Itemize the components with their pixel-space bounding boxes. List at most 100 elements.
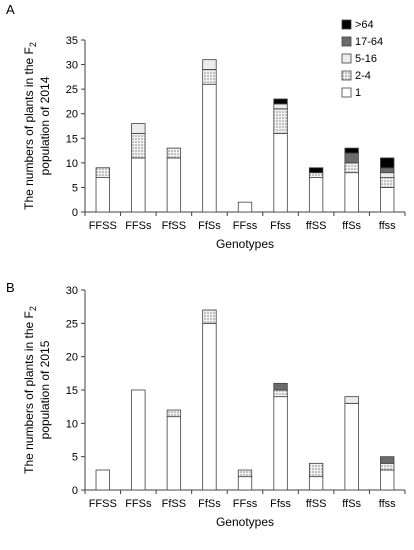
bar-segment-ffss-s0	[380, 187, 395, 213]
x-tick-label: FFSs	[125, 220, 152, 232]
x-tick-label: FFSs	[125, 498, 152, 510]
x-tick-label: FfSS	[162, 498, 186, 510]
legend-label-1: 17-64	[355, 36, 383, 48]
bar-segment-ffss-s1	[308, 172, 324, 179]
chart-panel-b: 0 5 10 15 20 25 30 FFSS FFSs FfSS FfSs FFss Ffss ffSS…	[22, 285, 406, 529]
x-tick-label: FFSS	[89, 498, 117, 510]
bar-segment-ffss-s0	[344, 172, 359, 213]
y-tick-label: 10	[66, 418, 78, 430]
bar-segment-ffss-s1	[95, 167, 110, 178]
bar-segment-ffss-s1	[380, 462, 395, 471]
bar-segment-ffss-s0	[344, 402, 359, 491]
legend-label-2: 5-16	[355, 53, 377, 65]
y-axis-title-line1: The numbers of plants in the F	[22, 47, 36, 210]
y-tick-label: 20	[66, 352, 78, 364]
bar-segment-ffss-s1	[237, 469, 253, 478]
bar-segment-ffss-s1	[308, 462, 324, 478]
legend-swatch-1	[341, 36, 352, 47]
bar-segment-ffss-s1	[380, 177, 395, 188]
y-tick-label: 25	[66, 318, 78, 330]
bar-segment-ffss-s3	[344, 152, 359, 164]
bar-segment-ffss-s2	[380, 172, 395, 179]
legend-swatch-4	[341, 87, 352, 98]
x-tick-label: ffSs	[342, 498, 361, 510]
x-tick-label: FfSS	[162, 220, 186, 232]
bar-segment-ffss-s3	[380, 167, 395, 174]
x-tick-label: ffSS	[306, 220, 327, 232]
bar-segment-ffss-s1	[202, 309, 217, 324]
bar-segment-ffss-s0	[273, 132, 288, 213]
panel-label-a: A	[6, 2, 15, 17]
chart-panel-a: 0 5 10 15 20 25 30 35 FFSS FFSs FfSS FfSs FFss Ffss ff…	[22, 35, 406, 251]
bar-segment-ffss-s0	[166, 416, 182, 491]
y-tick-label: 5	[72, 452, 78, 464]
legend-label-0: >64	[355, 19, 374, 31]
bar-segment-ffss-s1	[273, 389, 288, 398]
y-tick-label: 25	[66, 84, 78, 96]
bar-segment-ffss-s2	[273, 103, 288, 110]
y-tick-label: 0	[72, 485, 78, 497]
bar-segment-ffss-s1	[344, 162, 359, 174]
x-tick-label: ffSs	[342, 220, 361, 232]
y-tick-label: 15	[66, 385, 78, 397]
y-tick-label: 30	[66, 60, 78, 72]
bar-segment-ffss-s1	[202, 69, 217, 85]
legend-swatch-2	[341, 53, 352, 64]
bar-segment-ffss-s2	[202, 59, 217, 70]
bar-segment-ffss-s0	[273, 396, 288, 491]
x-tick-label: ffss	[379, 220, 396, 232]
bar-segment-ffss-s0	[131, 157, 146, 213]
y-tick-label: 5	[72, 182, 78, 194]
y-axis-title-line2: population of 2014	[38, 76, 52, 175]
y-axis-title-subscript: 2	[28, 306, 38, 311]
x-tick-label: ffss	[379, 498, 396, 510]
legend-swatch-0	[341, 19, 352, 30]
bar-segment-ffss-s0	[131, 389, 146, 491]
legend-label-3: 2-4	[355, 70, 371, 82]
x-tick-label: FFSS	[89, 220, 117, 232]
bar-segment-ffss-s3	[380, 456, 395, 464]
bar-segment-ffss-s1	[166, 409, 182, 418]
panel-label-b: B	[6, 280, 15, 295]
y-axis-title-subscript: 2	[28, 42, 38, 47]
legend-swatch-3	[341, 70, 352, 81]
x-tick-label: FFss	[233, 220, 258, 232]
y-tick-label: 10	[66, 158, 78, 170]
x-axis-title: Genotypes	[216, 515, 274, 529]
bar-segment-ffss-s0	[308, 177, 324, 213]
y-tick-label: 30	[66, 285, 78, 297]
x-tick-label: FFss	[233, 498, 258, 510]
bar-segment-ffss-s0	[95, 177, 110, 213]
bar-segment-ffss-s0	[380, 469, 395, 491]
bar-segment-ffss-s1	[131, 132, 146, 159]
legend-label-4: 1	[355, 87, 361, 99]
bar-segment-ffss-s0	[308, 476, 324, 491]
legend: >64 17-64 5-16 2-4 1	[341, 19, 383, 99]
bar-segment-ffss-s2	[344, 396, 359, 404]
bar-segment-ffss-s4	[380, 157, 395, 169]
bar-segment-ffss-s0	[202, 322, 217, 491]
bar-segment-ffss-s0	[237, 201, 253, 213]
x-tick-label: ffSS	[306, 498, 327, 510]
x-tick-label: FfSs	[198, 498, 221, 510]
y-axis-title: The numbers of plants in the F2 populatio…	[22, 306, 52, 474]
y-axis-title-line2: population of 2015	[38, 340, 52, 439]
y-tick-label: 20	[66, 109, 78, 121]
bar-segment-ffss-s4	[344, 147, 359, 154]
bar-segment-ffss-s4	[308, 167, 324, 174]
bar-segment-ffss-s0	[202, 83, 217, 213]
bar-segment-ffss-s0	[95, 469, 110, 491]
y-axis-title: The numbers of plants in the F2 populatio…	[22, 42, 52, 210]
y-tick-label: 15	[66, 133, 78, 145]
bar-segment-ffss-s1	[166, 147, 182, 159]
x-tick-label: FfSs	[198, 220, 221, 232]
x-tick-label: Ffss	[270, 220, 291, 232]
bar-segment-ffss-s4	[273, 98, 288, 105]
y-tick-label: 0	[72, 207, 78, 219]
bar-segment-ffss-s2	[131, 123, 146, 134]
bar-segment-ffss-s3	[273, 382, 288, 391]
y-tick-label: 35	[66, 35, 78, 47]
bar-segment-ffss-s1	[273, 108, 288, 134]
y-axis-title-line1: The numbers of plants in the F	[22, 311, 36, 474]
